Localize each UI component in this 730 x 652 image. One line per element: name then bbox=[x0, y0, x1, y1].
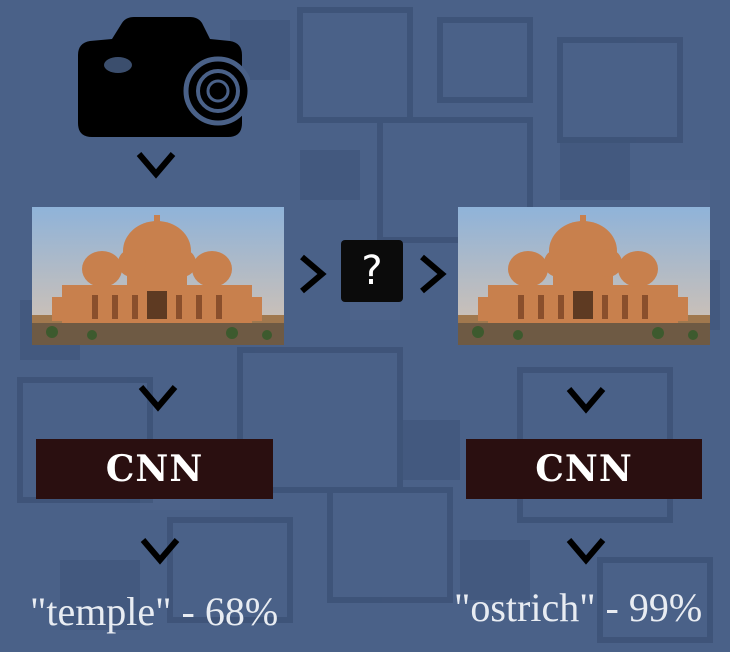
prediction-right: "ostrich" - 99% bbox=[454, 585, 703, 630]
chevron-down-icon bbox=[566, 538, 606, 565]
cnn-label: CNN bbox=[535, 448, 633, 490]
chevron-down-icon bbox=[136, 152, 176, 179]
chevron-down-icon bbox=[566, 387, 606, 414]
cnn-box-left: CNN bbox=[36, 439, 273, 499]
camera-icon bbox=[78, 17, 250, 137]
temple-photo-original bbox=[32, 207, 284, 345]
chevron-down-icon bbox=[138, 385, 178, 412]
temple-photo-perturbed bbox=[458, 207, 710, 345]
prediction-left: "temple" - 68% bbox=[30, 589, 279, 634]
chevron-down-icon bbox=[140, 538, 180, 565]
cnn-label: CNN bbox=[105, 448, 204, 490]
chevron-right-icon bbox=[420, 254, 447, 294]
perturbation-question-box: ? bbox=[341, 240, 403, 302]
chevron-right-icon bbox=[300, 254, 327, 294]
cnn-box-right: CNN bbox=[466, 439, 702, 499]
question-mark: ? bbox=[361, 248, 383, 294]
